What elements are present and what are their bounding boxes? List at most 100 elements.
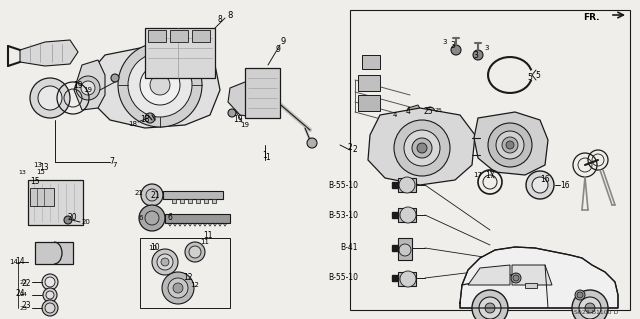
Circle shape — [526, 171, 554, 199]
Circle shape — [111, 74, 119, 82]
Text: 13: 13 — [18, 170, 26, 175]
Circle shape — [76, 76, 100, 100]
Bar — [30, 188, 54, 206]
Text: 12: 12 — [183, 273, 193, 283]
Circle shape — [412, 138, 432, 158]
Bar — [170, 30, 188, 42]
Circle shape — [575, 290, 585, 300]
Circle shape — [38, 86, 62, 110]
Circle shape — [141, 184, 163, 206]
Circle shape — [479, 297, 501, 319]
Circle shape — [139, 205, 165, 231]
Text: 1: 1 — [266, 153, 270, 162]
Bar — [148, 30, 166, 42]
Text: 13: 13 — [39, 162, 49, 172]
Circle shape — [46, 291, 54, 299]
Circle shape — [417, 143, 427, 153]
Circle shape — [157, 254, 173, 270]
Text: 22: 22 — [21, 278, 31, 287]
Text: 1: 1 — [262, 151, 268, 160]
Circle shape — [451, 45, 461, 55]
Text: 10: 10 — [150, 243, 160, 253]
Text: 4: 4 — [406, 108, 410, 116]
Circle shape — [118, 43, 202, 127]
Text: 19: 19 — [241, 122, 250, 128]
Bar — [398, 178, 416, 192]
Polygon shape — [407, 105, 422, 118]
Circle shape — [473, 50, 483, 60]
Polygon shape — [512, 265, 552, 285]
Circle shape — [43, 288, 57, 302]
Circle shape — [511, 273, 521, 283]
Circle shape — [45, 303, 55, 313]
Bar — [350, 10, 630, 310]
Polygon shape — [20, 40, 78, 66]
Circle shape — [30, 78, 70, 118]
Text: 16: 16 — [540, 175, 550, 184]
Text: 19: 19 — [83, 87, 92, 93]
Circle shape — [307, 138, 317, 148]
Polygon shape — [74, 60, 105, 110]
Text: 25: 25 — [434, 108, 442, 113]
Text: 8: 8 — [218, 16, 222, 25]
Bar — [245, 68, 280, 118]
Circle shape — [64, 216, 72, 224]
Circle shape — [506, 141, 514, 149]
Circle shape — [513, 275, 519, 281]
Polygon shape — [468, 265, 510, 285]
Text: B-41: B-41 — [340, 243, 358, 253]
Circle shape — [45, 277, 55, 287]
Text: 5: 5 — [536, 70, 540, 79]
Text: 3: 3 — [484, 45, 489, 51]
Polygon shape — [88, 45, 220, 128]
Text: 20: 20 — [81, 219, 90, 225]
Circle shape — [162, 272, 194, 304]
Bar — [35, 242, 73, 264]
Text: 21: 21 — [150, 190, 160, 199]
Text: 9: 9 — [280, 38, 285, 47]
Circle shape — [502, 137, 518, 153]
Circle shape — [145, 113, 155, 123]
Circle shape — [185, 242, 205, 262]
Polygon shape — [460, 247, 618, 308]
Circle shape — [399, 177, 415, 193]
Bar — [165, 214, 230, 223]
Text: 8: 8 — [227, 11, 233, 20]
Circle shape — [400, 271, 416, 287]
Text: 3: 3 — [451, 41, 456, 50]
Bar — [188, 199, 192, 203]
Text: 10: 10 — [148, 245, 157, 251]
Bar — [172, 199, 176, 203]
Circle shape — [42, 300, 58, 316]
Circle shape — [472, 290, 508, 319]
Polygon shape — [460, 247, 618, 308]
Bar — [180, 199, 184, 203]
Circle shape — [152, 249, 178, 275]
Bar — [525, 283, 537, 288]
Text: B-53-10: B-53-10 — [328, 211, 358, 219]
Text: 11: 11 — [204, 231, 212, 240]
Text: 7: 7 — [109, 158, 115, 167]
Text: 19: 19 — [73, 80, 83, 90]
Text: 7: 7 — [113, 162, 117, 168]
Circle shape — [189, 246, 201, 258]
Circle shape — [42, 274, 58, 290]
Polygon shape — [228, 80, 280, 118]
Circle shape — [168, 278, 188, 298]
Circle shape — [485, 303, 495, 313]
Circle shape — [579, 297, 601, 319]
Bar — [358, 75, 380, 91]
Text: 24: 24 — [20, 293, 28, 298]
Circle shape — [173, 283, 183, 293]
Bar — [204, 199, 208, 203]
Text: 13: 13 — [33, 162, 42, 168]
Circle shape — [425, 107, 435, 117]
Bar — [163, 191, 223, 199]
Circle shape — [496, 131, 524, 159]
Text: 23: 23 — [20, 306, 28, 310]
Polygon shape — [474, 112, 548, 175]
Circle shape — [81, 81, 95, 95]
Text: 18: 18 — [140, 115, 150, 124]
Circle shape — [404, 130, 440, 166]
Circle shape — [161, 258, 169, 266]
